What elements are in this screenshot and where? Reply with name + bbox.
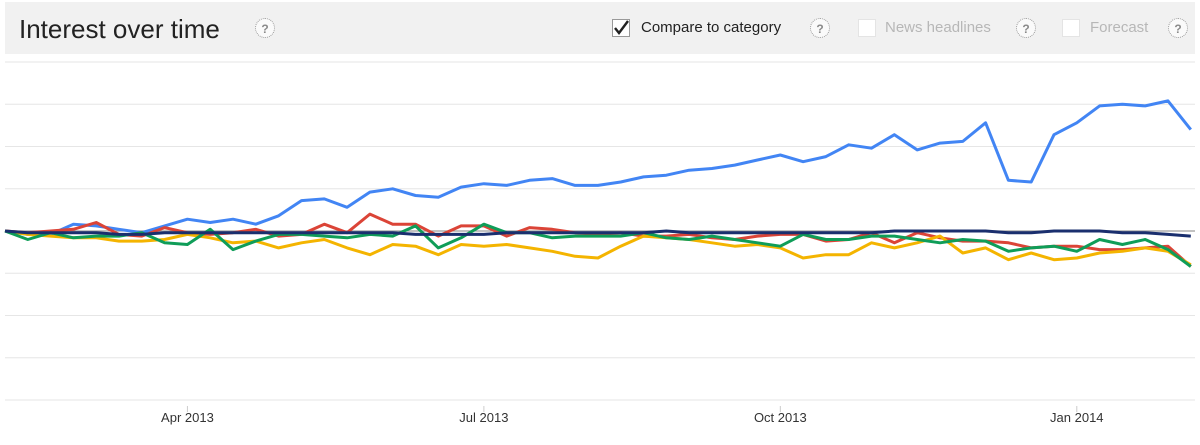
title-help-icon[interactable]: ? [255, 18, 275, 38]
checkmark-icon [614, 20, 629, 35]
series-line-2[interactable] [4, 229, 1192, 267]
forecast-label[interactable]: Forecast [1090, 19, 1149, 36]
compare-to-category-checkbox[interactable] [612, 19, 630, 37]
chart-x-axis: Apr 2013 Jul 2013 Oct 2013 Jan 2014 [161, 406, 1104, 425]
series-line-0[interactable] [4, 99, 1192, 236]
forecast-checkbox[interactable] [1062, 19, 1080, 37]
news-headlines-label[interactable]: News headlines [885, 19, 991, 36]
chart-header: Interest over time ? Compare to category… [5, 2, 1195, 54]
news-help-icon[interactable]: ? [1016, 18, 1036, 38]
x-tick-label: Apr 2013 [161, 410, 214, 425]
x-tick-label: Oct 2013 [754, 410, 807, 425]
interest-line-chart: Apr 2013 Jul 2013 Oct 2013 Jan 2014 [4, 61, 1195, 425]
news-headlines-checkbox[interactable] [858, 19, 876, 37]
chart-title: Interest over time [19, 14, 220, 44]
x-tick-label: Jan 2014 [1050, 410, 1104, 425]
compare-to-category-label[interactable]: Compare to category [641, 19, 782, 36]
series-line-4[interactable] [4, 229, 1191, 238]
chart-series [4, 99, 1192, 268]
series-line-3[interactable] [4, 222, 1192, 268]
x-tick-label: Jul 2013 [459, 410, 508, 425]
forecast-help-icon[interactable]: ? [1168, 18, 1188, 38]
compare-help-icon[interactable]: ? [810, 18, 830, 38]
